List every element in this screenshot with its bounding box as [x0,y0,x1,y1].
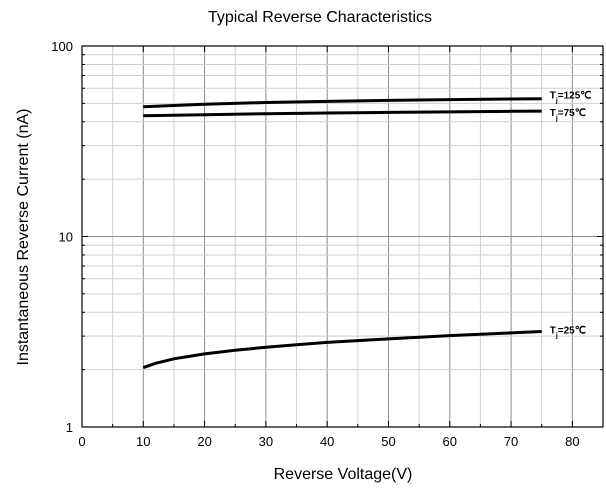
ticks [81,45,603,428]
grid [82,46,603,427]
x-tick-label: 0 [78,434,85,449]
x-tick-label: 80 [565,434,579,449]
y-tick-label: 100 [51,39,73,54]
chart-title: Typical Reverse Characteristics [208,9,432,26]
x-tick-labels: 0 10 20 30 40 50 60 70 80 [78,434,579,449]
series-label: Tj=25℃ [550,326,586,340]
x-tick-label: 70 [504,434,518,449]
series-label: Tj=75℃ [550,108,586,122]
x-tick-label: 40 [320,434,334,449]
series-label: Tj=125℃ [550,91,592,105]
x-tick-label: 10 [136,434,150,449]
series-labels: Tj=125℃ Tj=75℃ Tj=25℃ [550,91,592,340]
series-line [143,97,542,109]
x-axis-label: Reverse Voltage(V) [274,466,413,483]
y-tick-label: 1 [66,420,73,435]
y-tick-label: 10 [59,230,73,245]
x-tick-label: 50 [381,434,395,449]
x-tick-label: 30 [259,434,273,449]
x-tick-label: 20 [197,434,211,449]
x-tick-label: 60 [443,434,457,449]
curves [142,97,542,370]
y-axis-label: Instantaneous Reverse Current (nA) [15,108,32,365]
series-line [143,109,542,118]
y-tick-labels: 1 10 100 [51,39,73,435]
series-line [142,330,542,370]
